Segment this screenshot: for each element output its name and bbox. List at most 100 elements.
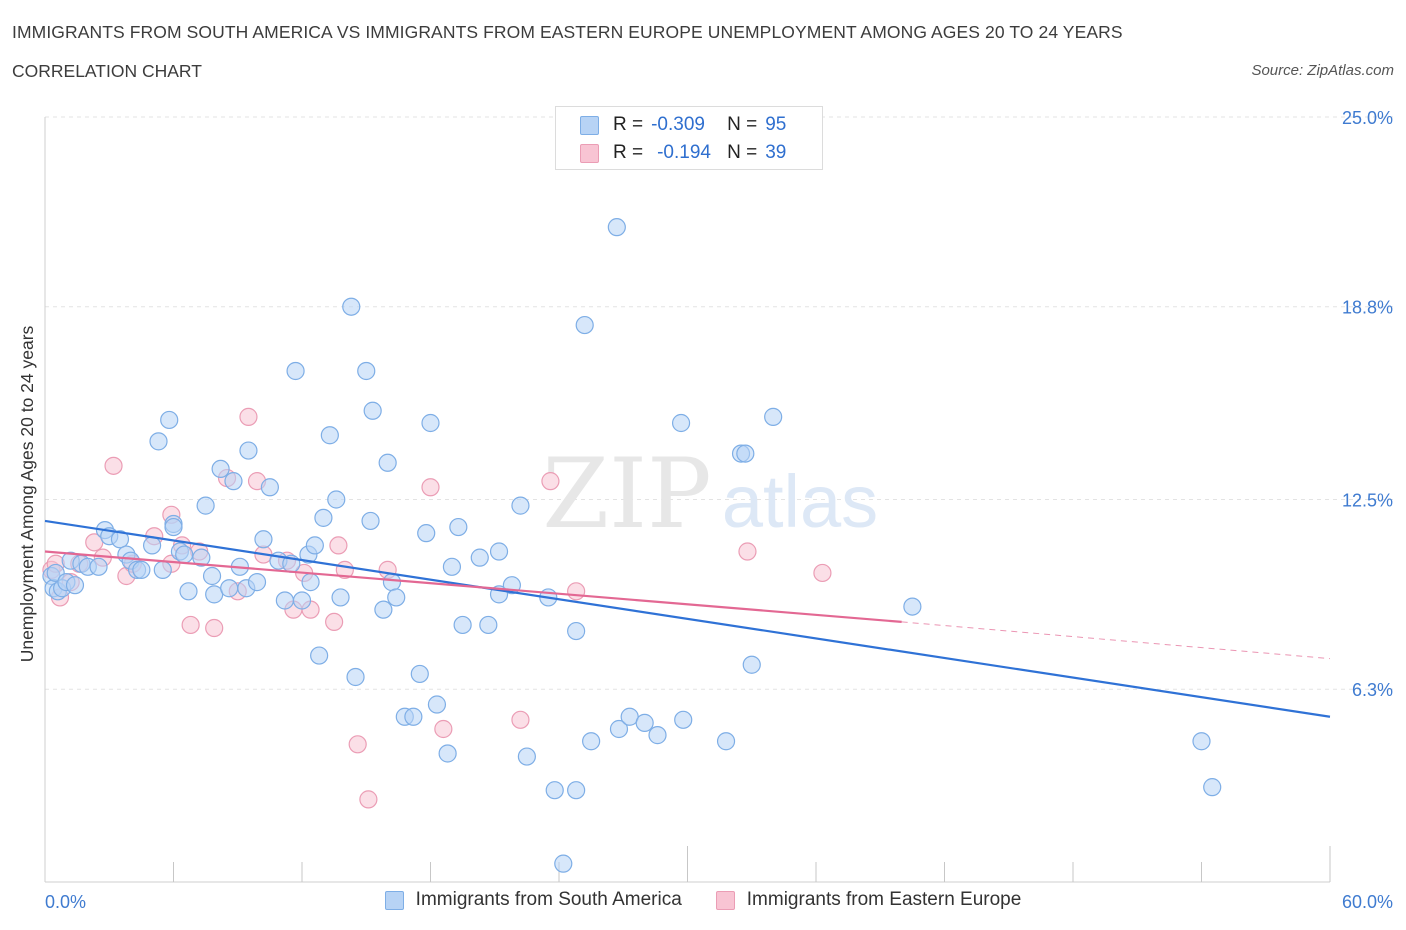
data-point-south-america	[305, 536, 324, 555]
data-point-south-america	[164, 517, 183, 537]
chart-title: IMMIGRANTS FROM SOUTH AMERICA VS IMMIGRA…	[12, 22, 1123, 42]
data-point-south-america	[224, 472, 243, 491]
data-point-south-america	[479, 615, 498, 635]
data-point-south-america	[357, 361, 376, 381]
data-point-eastern-europe	[511, 710, 530, 729]
data-point-eastern-europe	[541, 472, 560, 491]
data-point-south-america	[346, 667, 365, 687]
data-point-south-america	[160, 410, 179, 430]
legend-swatch-pink	[580, 143, 599, 163]
data-point-south-america	[449, 517, 468, 537]
data-point-south-america	[89, 557, 108, 576]
trendline-eastern-europe	[44, 550, 902, 623]
data-point-south-america	[1203, 778, 1222, 797]
data-point-eastern-europe	[239, 407, 258, 426]
watermark-atlas: atlas	[722, 460, 878, 543]
legend-n-value: 95	[765, 114, 787, 135]
data-point-south-america	[247, 573, 267, 592]
y-tick-label: 6.3%	[1352, 680, 1393, 700]
data-point-south-america	[202, 566, 222, 586]
data-point-south-america	[179, 582, 198, 601]
data-point-south-america	[489, 542, 509, 561]
series-legend-item-eastern-europe[interactable]: Immigrants from Eastern Europe	[715, 889, 1022, 911]
legend-n-value: 39	[765, 142, 787, 163]
data-point-south-america	[438, 744, 457, 763]
data-point-south-america	[716, 732, 736, 751]
legend-r-value: -0.309	[651, 114, 705, 135]
y-tick-label: 12.5%	[1342, 491, 1393, 511]
trendline-eastern-europe-extension	[901, 621, 1331, 660]
data-point-eastern-europe	[325, 612, 344, 632]
data-point-south-america	[607, 218, 626, 237]
eastern-europe-points	[42, 407, 832, 809]
data-point-south-america	[764, 407, 783, 426]
data-point-south-america	[310, 646, 329, 665]
data-point-south-america	[254, 530, 273, 549]
data-point-south-america	[903, 597, 922, 616]
data-point-eastern-europe	[359, 790, 378, 809]
series-legend-label: Immigrants from South America	[415, 889, 682, 910]
chart-subtitle: CORRELATION CHART	[12, 61, 202, 81]
axes	[44, 117, 1331, 883]
y-tick-label: 25.0%	[1342, 108, 1393, 128]
data-point-south-america	[301, 573, 320, 592]
data-point-south-america	[387, 588, 406, 607]
watermark: ZIP atlas	[542, 438, 878, 550]
data-point-eastern-europe	[104, 456, 123, 475]
data-point-south-america	[635, 713, 654, 732]
data-point-south-america	[511, 496, 530, 515]
tick-labels: 6.3% 12.5% 18.8% 25.0% 0.0% 60.0%	[45, 108, 1393, 912]
data-point-south-america	[736, 444, 755, 463]
data-point-south-america	[260, 478, 279, 497]
series-legend: Immigrants from South America Immigrants…	[0, 889, 1406, 911]
data-point-south-america	[142, 536, 162, 555]
data-point-south-america	[374, 600, 393, 619]
legend-r-value: -0.194	[657, 142, 711, 163]
data-point-south-america	[470, 548, 489, 567]
legend-r-label: R =	[613, 142, 644, 163]
data-point-south-america	[239, 441, 258, 460]
data-point-south-america	[417, 524, 436, 543]
watermark-zip: ZIP	[542, 438, 711, 550]
data-point-eastern-europe	[434, 719, 453, 739]
data-point-south-america	[567, 781, 586, 800]
south-america-points	[42, 218, 1222, 873]
data-point-south-america	[575, 315, 594, 335]
data-point-south-america	[149, 432, 168, 451]
series-legend-swatch-pink	[715, 890, 735, 910]
data-point-eastern-europe	[348, 735, 367, 754]
legend-swatch-blue	[580, 115, 599, 135]
data-point-south-america	[292, 591, 312, 610]
data-point-south-america	[342, 297, 361, 316]
legend-n-label: N =	[727, 114, 758, 135]
data-point-south-america	[742, 655, 761, 674]
data-point-south-america	[363, 401, 382, 420]
data-point-south-america	[609, 719, 629, 739]
data-point-south-america	[331, 588, 350, 607]
data-point-south-america	[220, 579, 239, 598]
data-point-eastern-europe	[181, 615, 200, 635]
data-point-south-america	[327, 490, 346, 509]
data-point-eastern-europe	[205, 618, 224, 638]
data-point-south-america	[671, 413, 691, 433]
series-legend-label: Immigrants from Eastern Europe	[746, 889, 1022, 910]
data-point-eastern-europe	[813, 563, 832, 583]
y-tick-label: 18.8%	[1342, 298, 1393, 318]
data-point-south-america	[545, 781, 564, 800]
data-point-south-america	[211, 459, 230, 478]
data-point-eastern-europe	[738, 542, 757, 561]
data-point-south-america	[175, 545, 194, 564]
data-point-south-america	[378, 453, 397, 472]
trend-lines	[44, 519, 1331, 718]
series-legend-item-south-america[interactable]: Immigrants from South America	[384, 889, 682, 911]
data-point-south-america	[648, 726, 667, 745]
data-point-south-america	[196, 496, 215, 515]
data-point-south-america	[554, 854, 573, 873]
data-point-south-america	[453, 615, 472, 635]
data-point-south-america	[192, 548, 211, 567]
correlation-legend: R = -0.309 N = 95 R = -0.194 N = 39	[555, 106, 823, 170]
data-point-south-america	[132, 560, 151, 579]
data-point-eastern-europe	[329, 536, 348, 555]
trendline-south-america	[44, 519, 1331, 718]
